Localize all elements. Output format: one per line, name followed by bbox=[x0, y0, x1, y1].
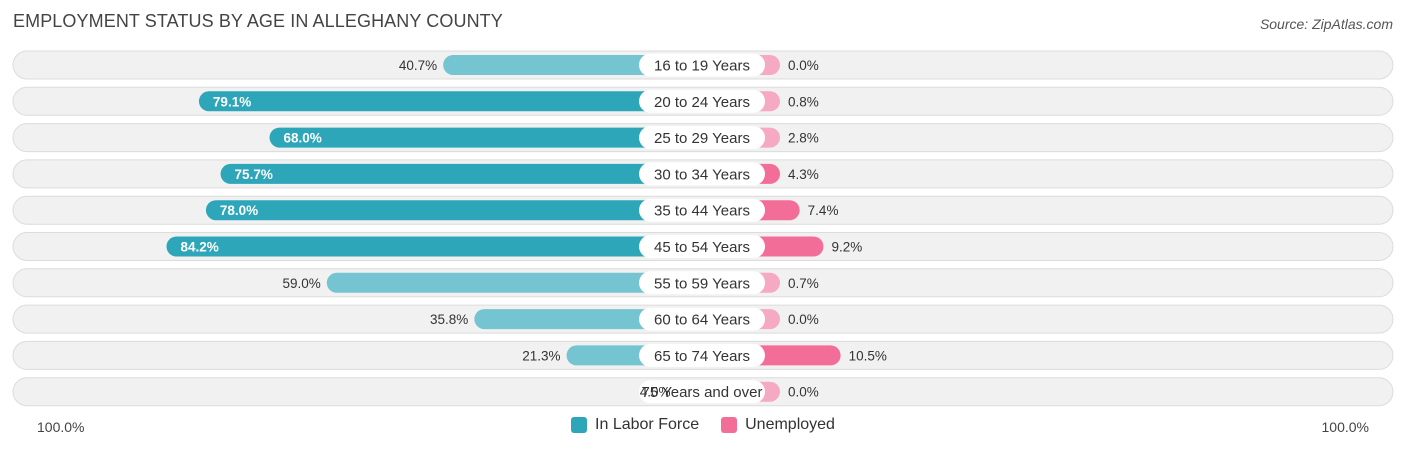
category-label: 25 to 29 Years bbox=[654, 130, 750, 147]
category-label: 75 Years and over bbox=[642, 384, 763, 401]
category-label: 45 to 54 Years bbox=[654, 239, 750, 256]
category-pill bbox=[639, 126, 765, 150]
category-label: 16 to 19 Years bbox=[654, 58, 750, 75]
category-label: 65 to 74 Years bbox=[654, 348, 750, 365]
labor-value-label: 84.2% bbox=[180, 240, 218, 255]
labor-value-label: 79.1% bbox=[213, 94, 251, 109]
category-pill bbox=[639, 271, 765, 295]
category-label: 20 to 24 Years bbox=[654, 94, 750, 111]
labor-value-label: 68.0% bbox=[284, 131, 322, 146]
labor-bar bbox=[220, 163, 702, 184]
legend-item-unemployed[interactable]: Unemployed bbox=[721, 416, 835, 434]
unemployed-value-label: 0.0% bbox=[788, 58, 819, 73]
axis-left-label: 100.0% bbox=[37, 419, 85, 435]
category-label: 35 to 44 Years bbox=[654, 203, 750, 220]
labor-bar bbox=[205, 200, 703, 221]
category-pill bbox=[639, 53, 765, 77]
category-label: 30 to 34 Years bbox=[654, 166, 750, 183]
legend-swatch-labor bbox=[571, 417, 588, 433]
legend-item-labor[interactable]: In Labor Force bbox=[571, 416, 699, 434]
legend-label-unemployed: Unemployed bbox=[745, 416, 835, 433]
category-pill bbox=[639, 162, 765, 186]
legend-swatch-unemployed bbox=[721, 417, 738, 433]
labor-value-label: 21.3% bbox=[522, 348, 560, 363]
unemployed-value-label: 4.3% bbox=[788, 167, 819, 182]
unemployed-value-label: 0.0% bbox=[788, 385, 819, 400]
source-note: Source: ZipAtlas.com bbox=[1259, 16, 1393, 32]
unemployed-value-label: 7.4% bbox=[808, 203, 839, 218]
unemployed-value-label: 0.7% bbox=[788, 276, 819, 291]
category-pill bbox=[639, 235, 765, 258]
labor-value-label: 40.7% bbox=[399, 58, 437, 73]
category-pill bbox=[639, 89, 765, 113]
legend: In Labor Force Unemployed bbox=[0, 416, 1406, 434]
chart-canvas: 16 to 19 Years 40.7% 0.0% 20 to 24 Years 79.… bbox=[12, 50, 1394, 407]
unemployed-value-label: 0.8% bbox=[788, 94, 819, 109]
labor-value-label: 78.0% bbox=[220, 203, 258, 218]
unemployed-value-label: 9.2% bbox=[831, 240, 862, 255]
chart-title: EMPLOYMENT STATUS BY AGE IN ALLEGHANY CO… bbox=[13, 11, 503, 31]
axis-right-label: 100.0% bbox=[1321, 419, 1369, 435]
unemployed-value-label: 2.8% bbox=[788, 131, 819, 146]
unemployed-value-label: 0.0% bbox=[788, 312, 819, 327]
labor-bar bbox=[198, 91, 702, 112]
labor-bar bbox=[269, 127, 702, 148]
labor-bar bbox=[443, 55, 702, 75]
labor-value-label: 75.7% bbox=[235, 167, 273, 182]
labor-value-label: 35.8% bbox=[430, 312, 468, 327]
legend-label-labor: In Labor Force bbox=[595, 416, 700, 433]
category-pill bbox=[639, 380, 765, 404]
labor-value-label: 4.0% bbox=[640, 385, 671, 400]
labor-bar bbox=[326, 272, 702, 293]
category-label: 55 to 59 Years bbox=[654, 275, 750, 292]
category-pill bbox=[639, 198, 765, 222]
labor-value-label: 59.0% bbox=[282, 276, 320, 291]
labor-bar bbox=[166, 236, 702, 257]
category-pill bbox=[639, 307, 765, 331]
category-pill bbox=[639, 343, 765, 367]
unemployed-value-label: 10.5% bbox=[849, 348, 887, 363]
category-label: 60 to 64 Years bbox=[654, 312, 750, 329]
